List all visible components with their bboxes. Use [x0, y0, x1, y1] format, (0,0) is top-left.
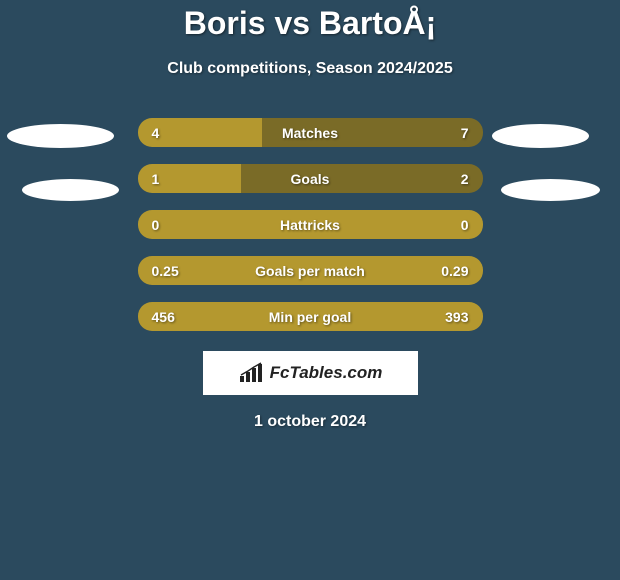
- stat-left-value: 0: [152, 217, 160, 233]
- row-content: 4 Matches 7: [138, 118, 483, 147]
- stats-rows: 4 Matches 7 1 Goals 2 0 Hattricks 0 0.25 Goals per…: [138, 118, 483, 331]
- stat-row: 0 Hattricks 0: [138, 210, 483, 239]
- stat-label: Goals: [291, 171, 330, 187]
- stat-left-value: 1: [152, 171, 160, 187]
- player-photo-placeholder: [22, 179, 119, 201]
- chart-icon: [238, 362, 264, 384]
- stat-right-value: 2: [461, 171, 469, 187]
- stat-right-value: 0: [461, 217, 469, 233]
- stat-row: 4 Matches 7: [138, 118, 483, 147]
- stat-left-value: 0.25: [152, 263, 179, 279]
- stat-left-value: 456: [152, 309, 175, 325]
- logo-text: FcTables.com: [270, 363, 383, 383]
- player-photo-placeholder: [492, 124, 589, 148]
- stat-right-value: 393: [445, 309, 468, 325]
- stat-label: Goals per match: [255, 263, 365, 279]
- stat-right-value: 0.29: [441, 263, 468, 279]
- stat-label: Matches: [282, 125, 338, 141]
- stat-row: 0.25 Goals per match 0.29: [138, 256, 483, 285]
- stat-left-value: 4: [152, 125, 160, 141]
- row-content: 0.25 Goals per match 0.29: [138, 256, 483, 285]
- page-title: Boris vs BartoÅ¡: [0, 5, 620, 42]
- subtitle: Club competitions, Season 2024/2025: [0, 60, 620, 78]
- row-content: 456 Min per goal 393: [138, 302, 483, 331]
- date-text: 1 october 2024: [0, 413, 620, 431]
- player-photo-placeholder: [501, 179, 600, 201]
- row-content: 1 Goals 2: [138, 164, 483, 193]
- stat-label: Hattricks: [280, 217, 340, 233]
- source-logo: FcTables.com: [203, 351, 418, 395]
- row-content: 0 Hattricks 0: [138, 210, 483, 239]
- stat-row: 456 Min per goal 393: [138, 302, 483, 331]
- stat-right-value: 7: [461, 125, 469, 141]
- stat-row: 1 Goals 2: [138, 164, 483, 193]
- stat-label: Min per goal: [269, 309, 351, 325]
- player-photo-placeholder: [7, 124, 114, 148]
